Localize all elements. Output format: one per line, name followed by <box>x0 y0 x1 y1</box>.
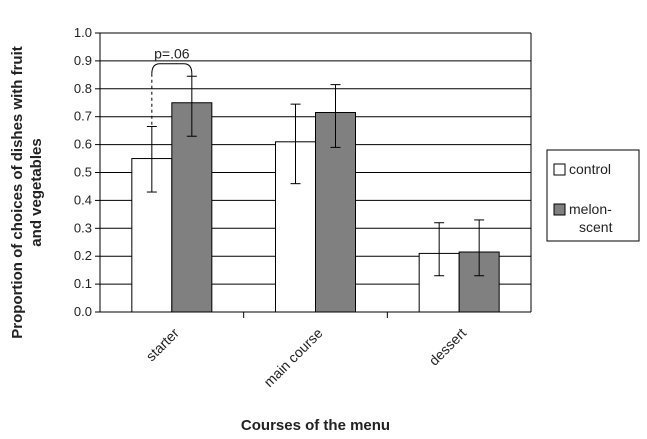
y-tick-label: 0.1 <box>74 276 92 291</box>
y-tick-label: 0.3 <box>74 220 92 235</box>
error-bars <box>146 75 485 277</box>
x-tick-label: starter <box>143 325 183 365</box>
annotation: p=.06 <box>151 46 193 127</box>
significance-bracket <box>151 63 193 74</box>
y-tick-label: 0.6 <box>74 137 92 152</box>
y-tick-label: 1.0 <box>74 25 92 40</box>
y-tick-label: 0.4 <box>74 192 92 207</box>
legend-swatch-control <box>553 163 566 176</box>
bars <box>131 102 500 313</box>
p-value-label: p=.06 <box>154 46 190 62</box>
x-axis-title: Courses of the menu <box>241 417 390 434</box>
legend: control melon-scent <box>546 149 640 242</box>
y-tick-label: 0.0 <box>74 304 92 319</box>
bar-melon-scent-starter <box>171 102 213 313</box>
y-tick-label: 0.2 <box>74 248 92 263</box>
y-axis-title-line: and vegetables <box>28 138 45 246</box>
y-axis-title-line: Proportion of choices of dishes with fru… <box>9 46 26 339</box>
legend-label-melon-scent-line2: scent <box>579 219 613 235</box>
y-tick-label: 0.8 <box>74 81 92 96</box>
legend-swatch-melon-scent <box>553 203 566 216</box>
x-tick-label: main course <box>260 325 325 390</box>
y-tick-label: 0.5 <box>74 165 92 180</box>
y-tick-label: 0.9 <box>74 53 92 68</box>
legend-label-melon-scent-line1: melon- <box>569 201 612 217</box>
x-tick-label: dessert <box>426 325 470 369</box>
legend-label-control: control <box>569 161 611 177</box>
y-tick-label: 0.7 <box>74 109 92 124</box>
y-axis-title: Proportion of choices of dishes with fru… <box>9 46 45 339</box>
